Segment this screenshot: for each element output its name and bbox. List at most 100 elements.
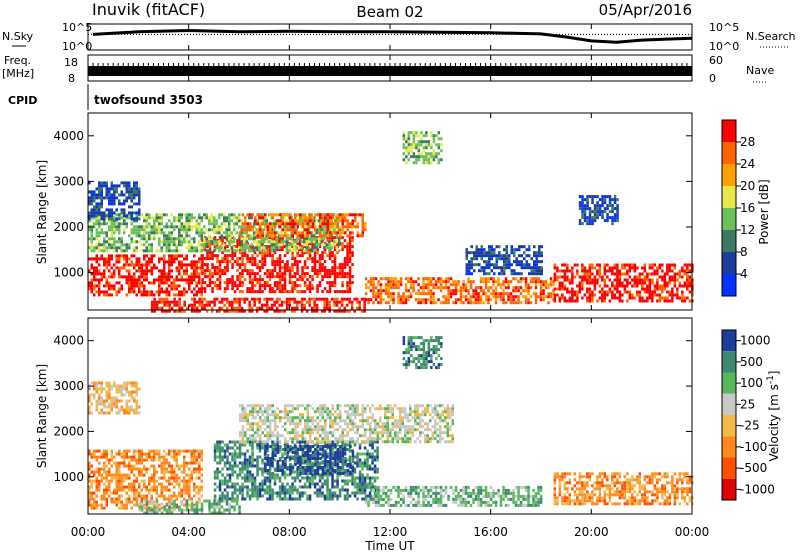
power-cell [359,213,362,217]
power-cell [306,222,309,226]
power-cell [318,269,322,273]
power-cell [507,280,510,284]
power-cell [265,303,269,307]
velocity-cell [115,485,118,489]
velocity-cell [246,485,249,489]
power-cell [291,281,294,285]
power-cell [316,213,319,217]
power-cell [571,299,574,303]
power-cell [283,245,287,249]
power-cell [497,283,500,287]
velocity-cell [223,476,227,480]
power-cell [522,289,525,293]
power-cell [285,237,288,241]
power-cell [346,260,349,264]
power-cell [123,181,126,185]
power-cell [210,240,213,244]
power-cell [108,254,111,258]
power-cell [143,284,146,288]
power-cell [138,208,141,212]
power-cell [153,228,156,232]
power-cell [583,219,587,223]
power-cell [500,257,503,261]
power-cell [286,251,289,255]
power-cell [318,237,321,241]
power-cell [103,243,106,247]
power-cell [358,300,361,304]
power-cell [125,246,128,250]
nave-ytick-top: 60 [709,54,723,67]
power-cell [120,254,123,258]
power-cell [266,225,269,229]
power-cell [517,286,520,290]
power-cell [100,278,103,282]
power-cell [533,263,536,267]
power-cell [473,263,476,267]
power-cell [525,248,528,252]
velocity-cell [90,491,93,495]
power-cell [168,300,171,304]
power-cell [348,300,351,304]
power-cell [103,219,106,223]
velocity-cell [118,506,121,510]
power-cell [335,234,338,238]
power-cell [150,243,153,247]
power-cell [529,277,533,281]
power-cell [407,277,410,281]
velocity-cell [173,455,176,459]
power-cell [504,280,508,284]
power-cell [251,287,254,291]
power-cell [201,260,204,264]
velocity-cell [266,491,269,495]
power-cell [165,260,168,264]
velocity-cell [175,476,178,480]
power-cell [306,251,309,255]
power-cell [268,306,271,310]
velocity-cell [193,488,196,492]
velocity-cell [231,467,234,471]
power-cell [588,266,592,270]
power-cell [666,296,669,300]
power-cell [308,251,312,255]
velocity-cell [110,479,113,483]
power-cell [160,272,163,276]
power-cell [130,237,133,241]
power-cell [158,231,161,235]
power-cell [105,249,108,253]
power-cell [170,249,173,253]
power-cell [233,284,237,288]
power-cell [331,222,334,226]
power-cell [93,196,96,200]
power-cell [135,293,138,297]
power-cell [216,284,219,288]
power-cell [387,301,390,305]
power-cell [503,272,506,276]
power-cell [412,155,416,159]
power-cell [618,281,622,285]
power-cell [495,260,498,264]
power-cell [203,248,207,252]
power-cell [495,254,498,258]
power-cell [333,254,337,258]
power-cell [226,245,229,249]
power-cell [198,234,201,238]
power-cell [467,298,470,302]
power-cell [578,281,582,285]
power-cell [168,309,171,313]
power-cell [351,254,354,258]
velocity-cell [273,458,277,462]
power-cell [313,306,316,310]
power-cell [325,303,329,307]
power-cell [335,300,339,304]
power-cell [90,266,93,270]
power-cell [688,284,692,288]
power-cell [527,292,530,296]
power-cell [238,242,242,246]
power-cell [397,298,400,302]
power-cell [263,260,267,264]
power-cell [223,219,226,223]
power-cell [643,275,647,279]
power-cell [125,243,128,247]
freq-panel: Freq. [MHz] 18 8 60 0 Nave [2,54,774,85]
velocity-cell [138,455,141,459]
